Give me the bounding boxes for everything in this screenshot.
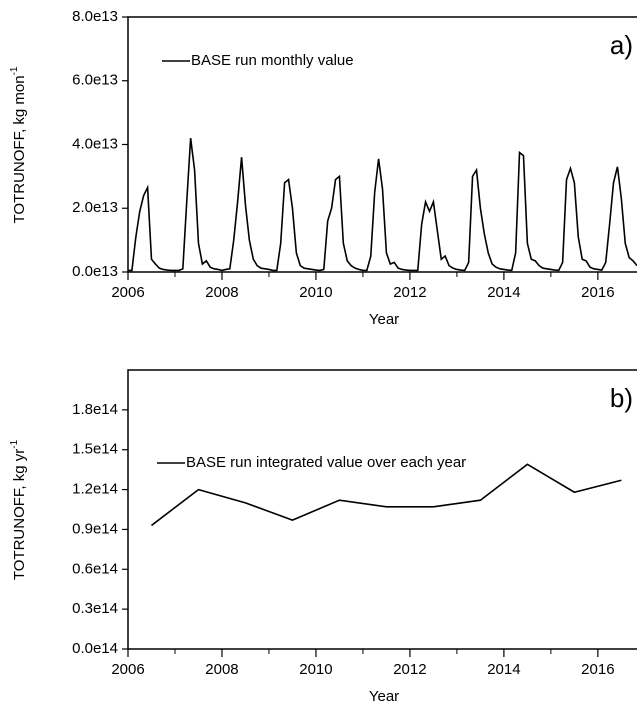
y-tick-label: 1.8e14 <box>72 401 118 418</box>
data-line <box>151 463 622 527</box>
x-tick-label: 2008 <box>205 661 238 678</box>
y-tick-label: 1.5e14 <box>72 441 118 458</box>
y-tick-label: 2.0e13 <box>72 199 118 216</box>
y-axis-title-main: TOTRUNOFF, kg mon <box>11 75 28 223</box>
y-tick-label: 0.3e14 <box>72 600 118 617</box>
y-tick-label: 0.0e13 <box>72 263 118 280</box>
y-axis-title: TOTRUNOFF, kg yr-1 <box>9 439 28 580</box>
x-tick-label: 2016 <box>581 661 614 678</box>
y-tick-label: 6.0e13 <box>72 72 118 89</box>
x-tick-label: 2006 <box>111 284 144 301</box>
x-tick-label: 2006 <box>111 661 144 678</box>
x-tick-label: 2016 <box>581 284 614 301</box>
y-tick-label: 0.6e14 <box>72 560 118 577</box>
x-tick-label: 2010 <box>299 284 332 301</box>
y-tick-label: 0.9e14 <box>72 520 118 537</box>
x-axis-title: Year <box>369 311 399 328</box>
x-tick-label: 2008 <box>205 284 238 301</box>
legend-label: BASE run monthly value <box>191 52 354 69</box>
y-axis-title-sup: -1 <box>9 439 20 448</box>
x-tick-label: 2010 <box>299 661 332 678</box>
axis-frame <box>127 369 637 650</box>
panel-label: a) <box>610 30 633 60</box>
panel-label: b) <box>610 383 633 413</box>
x-tick-label: 2012 <box>393 284 426 301</box>
data-line <box>128 138 637 272</box>
y-tick-label: 4.0e13 <box>72 135 118 152</box>
y-axis-title-main: TOTRUNOFF, kg yr <box>11 449 28 580</box>
x-axis-title: Year <box>369 688 399 705</box>
x-tick-label: 2014 <box>487 661 520 678</box>
y-tick-label: 1.2e14 <box>72 481 118 498</box>
y-tick-label: 0.0e14 <box>72 640 118 657</box>
legend-label: BASE run integrated value over each year <box>186 454 466 471</box>
y-tick-label: 8.0e13 <box>72 8 118 25</box>
y-axis-title-sup: -1 <box>9 66 20 75</box>
y-axis-title: TOTRUNOFF, kg mon-1 <box>9 66 28 223</box>
x-tick-label: 2014 <box>487 284 520 301</box>
x-tick-label: 2012 <box>393 661 426 678</box>
